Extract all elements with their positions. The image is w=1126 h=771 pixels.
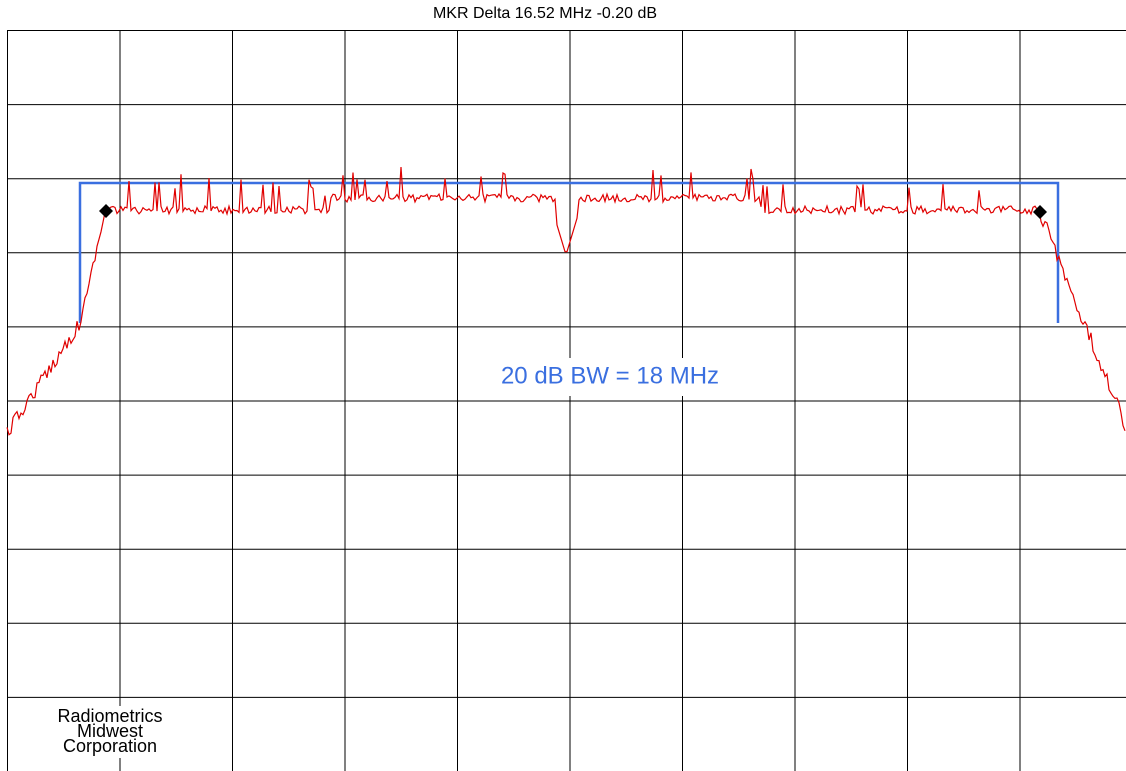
logo-line: Radiometrics: [57, 706, 162, 726]
logo-bg: [38, 706, 182, 758]
annotation: 20 dB BW = 18 MHz: [501, 362, 719, 389]
annotation-bg: [468, 358, 752, 396]
marker: [99, 204, 113, 218]
logo-line: Midwest: [77, 721, 143, 741]
title-bg: [0, 0, 1126, 29]
trace: [6, 166, 1126, 436]
graticule: [7, 30, 1126, 771]
bandwidth-box: [78, 181, 1060, 323]
title: MKR Delta 16.52 MHz -0.20 dB: [433, 5, 657, 22]
marker: [1033, 205, 1047, 219]
logo-line: Corporation: [63, 736, 157, 756]
